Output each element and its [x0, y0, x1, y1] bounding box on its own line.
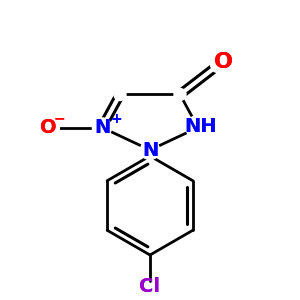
Text: N: N	[142, 141, 158, 160]
Circle shape	[140, 140, 160, 160]
Circle shape	[211, 56, 227, 73]
Text: +: +	[111, 112, 122, 126]
Text: NH: NH	[185, 117, 217, 136]
Text: O: O	[40, 118, 56, 137]
Text: O: O	[214, 52, 233, 71]
Text: Cl: Cl	[140, 277, 160, 296]
Text: O: O	[214, 52, 233, 71]
Text: N: N	[142, 141, 158, 160]
Circle shape	[174, 88, 186, 101]
Text: NH: NH	[185, 117, 217, 136]
Text: −: −	[54, 112, 65, 125]
Text: O: O	[40, 118, 56, 137]
Circle shape	[92, 118, 112, 137]
Circle shape	[114, 88, 126, 101]
Circle shape	[186, 116, 210, 140]
Text: −: −	[54, 112, 65, 125]
Text: N: N	[94, 118, 110, 137]
Text: Cl: Cl	[140, 277, 160, 296]
Text: +: +	[111, 112, 122, 126]
Text: N: N	[94, 118, 110, 137]
Circle shape	[43, 119, 59, 136]
